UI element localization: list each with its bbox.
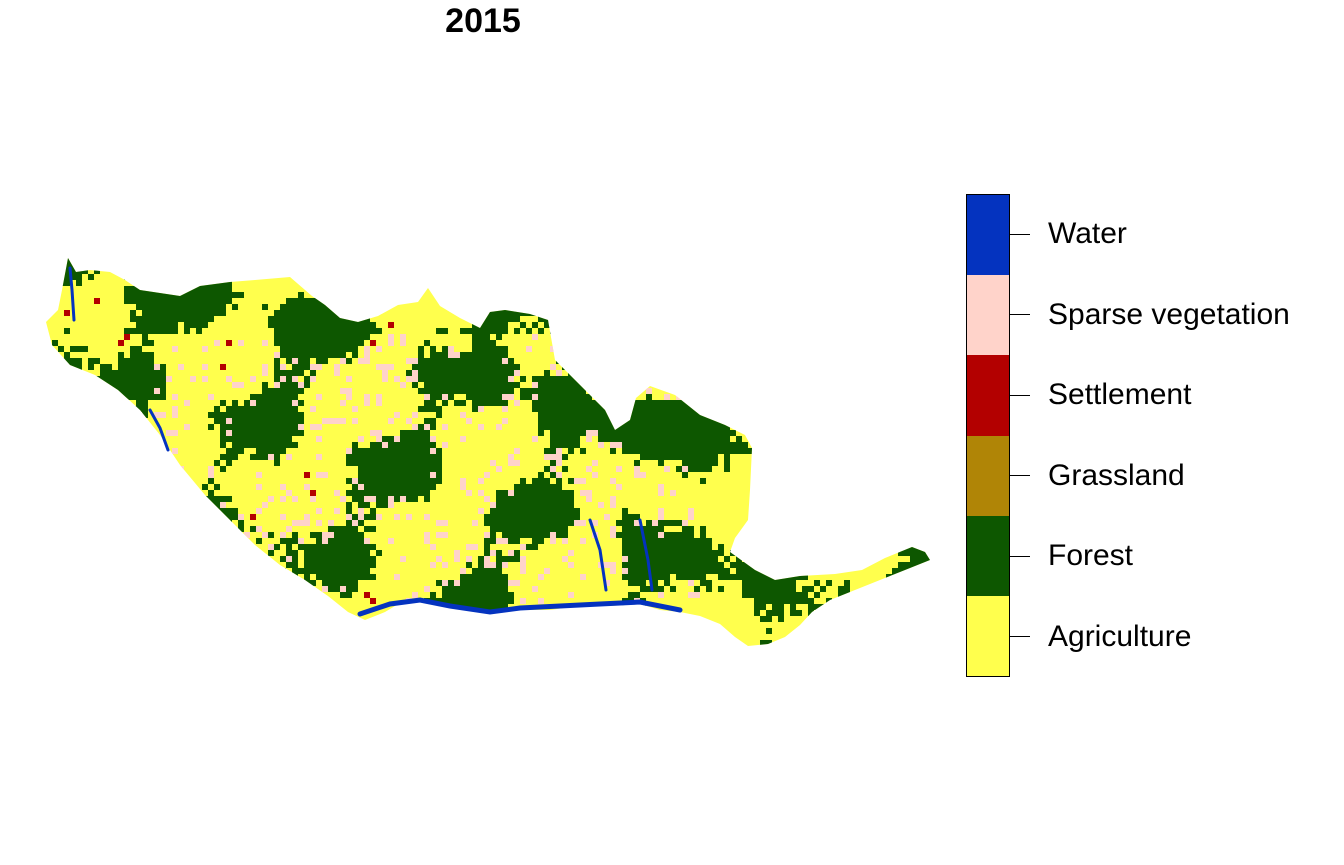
water-features — [68, 266, 683, 617]
legend-label-grassland: Grassland — [1048, 458, 1185, 492]
legend-label-agriculture: Agriculture — [1048, 619, 1192, 653]
legend-swatch-forest — [967, 515, 1009, 596]
legend-tick-water — [1010, 233, 1030, 235]
map-title: 2015 — [445, 2, 521, 40]
legend-swatch-sparse-vegetation — [967, 275, 1009, 356]
legend-tick-grassland — [1010, 475, 1030, 476]
river-line — [588, 518, 608, 592]
river-line — [357, 597, 683, 617]
river-line — [68, 266, 76, 322]
legend-swatch-settlement — [967, 355, 1009, 436]
legend-tick-agriculture — [1010, 636, 1030, 637]
legend-colorbar — [966, 194, 1010, 677]
land-cover-raster — [46, 258, 930, 646]
legend-swatch-water — [967, 195, 1009, 276]
legend-swatch-agriculture — [967, 595, 1009, 677]
legend-label-forest: Forest — [1048, 539, 1134, 573]
river-line — [148, 408, 170, 452]
legend-label-settlement: Settlement — [1048, 378, 1192, 412]
legend-tick-forest — [1010, 555, 1030, 557]
legend-tick-settlement — [1010, 394, 1030, 396]
legend-swatch-grassland — [967, 435, 1009, 516]
river-line — [638, 518, 654, 592]
legend-tick-sparse-vegetation — [1010, 314, 1030, 315]
legend-label-water: Water — [1048, 217, 1127, 251]
legend-label-sparse-vegetation: Sparse vegetation — [1048, 297, 1290, 331]
